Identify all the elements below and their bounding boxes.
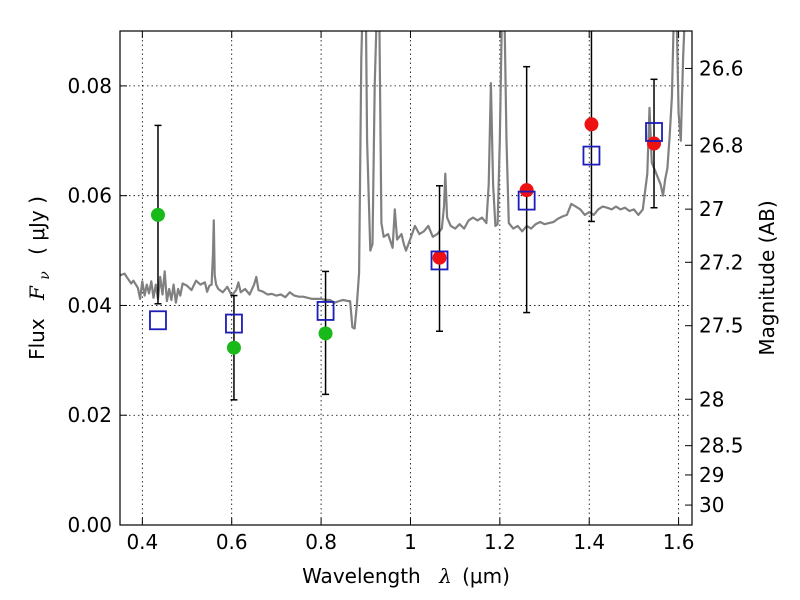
model-square-marker [149, 310, 167, 331]
right-tick-label: 27.5 [699, 314, 744, 338]
red-data-point [432, 250, 447, 265]
y-axis-title-unit: ( μJy ) [25, 196, 49, 255]
right-tick-label: 28.5 [699, 434, 744, 458]
x-tick-label: 0.6 [216, 530, 248, 554]
y-tick-label: 0.08 [67, 74, 112, 98]
right-axis-title: Magnitude (AB) [755, 200, 779, 355]
x-tick-label: 1 [404, 530, 417, 554]
y-tick-label: 0.02 [67, 403, 112, 427]
right-tick-label: 27 [699, 197, 724, 221]
right-tick-label: 26.8 [699, 133, 744, 157]
y-axis-title-subscript: ν [37, 271, 53, 280]
x-axis-title-unit: (μm) [462, 564, 510, 588]
right-tick-label: 29 [699, 463, 724, 487]
plot-frame [119, 30, 693, 526]
model-square-marker [582, 145, 601, 166]
model-square-marker [316, 301, 335, 321]
y-axis-title: Flux F ν ( μJy ) [25, 196, 54, 360]
y-tick-label: 0.00 [67, 513, 112, 537]
model-square-marker [225, 313, 243, 334]
model-square-marker [517, 190, 536, 211]
axis-ticks [120, 31, 692, 526]
green-data-point [318, 326, 333, 341]
x-tick-label: 0.4 [126, 530, 158, 554]
model-square-marker [430, 250, 449, 271]
x-tick-label: 1.2 [484, 530, 516, 554]
y-tick-label: 0.06 [67, 184, 112, 208]
x-axis-title-symbol: λ [438, 564, 452, 588]
y-axis-title-prefix: Flux [25, 318, 49, 360]
green-data-point [150, 207, 165, 222]
model-spectrum-line [120, 31, 686, 330]
y-tick-label: 0.04 [67, 293, 112, 317]
red-data-point [519, 183, 534, 198]
green-data-point [226, 340, 241, 355]
model-square-marker [645, 122, 663, 142]
right-tick-label: 28 [699, 387, 724, 411]
right-tick-label: 27.2 [699, 250, 744, 274]
x-axis-title: Wavelength λ (μm) [302, 564, 510, 588]
x-tick-label: 0.8 [305, 530, 337, 554]
right-tick-label: 26.6 [699, 56, 744, 80]
y-axis-title-symbol: F [25, 285, 49, 301]
x-tick-label: 1.4 [573, 530, 605, 554]
red-data-point [647, 136, 662, 151]
red-data-point [584, 117, 599, 132]
x-tick-label: 1.6 [663, 530, 695, 554]
data-layer [120, 31, 686, 401]
x-axis-title-prefix: Wavelength [302, 564, 421, 588]
right-tick-label: 30 [699, 493, 724, 517]
tick-labels: 0.4 0.6 0.8 1 1.2 1.4 1.6 0.00 0.02 0.04 0.06 0.08 2… [67, 56, 743, 554]
